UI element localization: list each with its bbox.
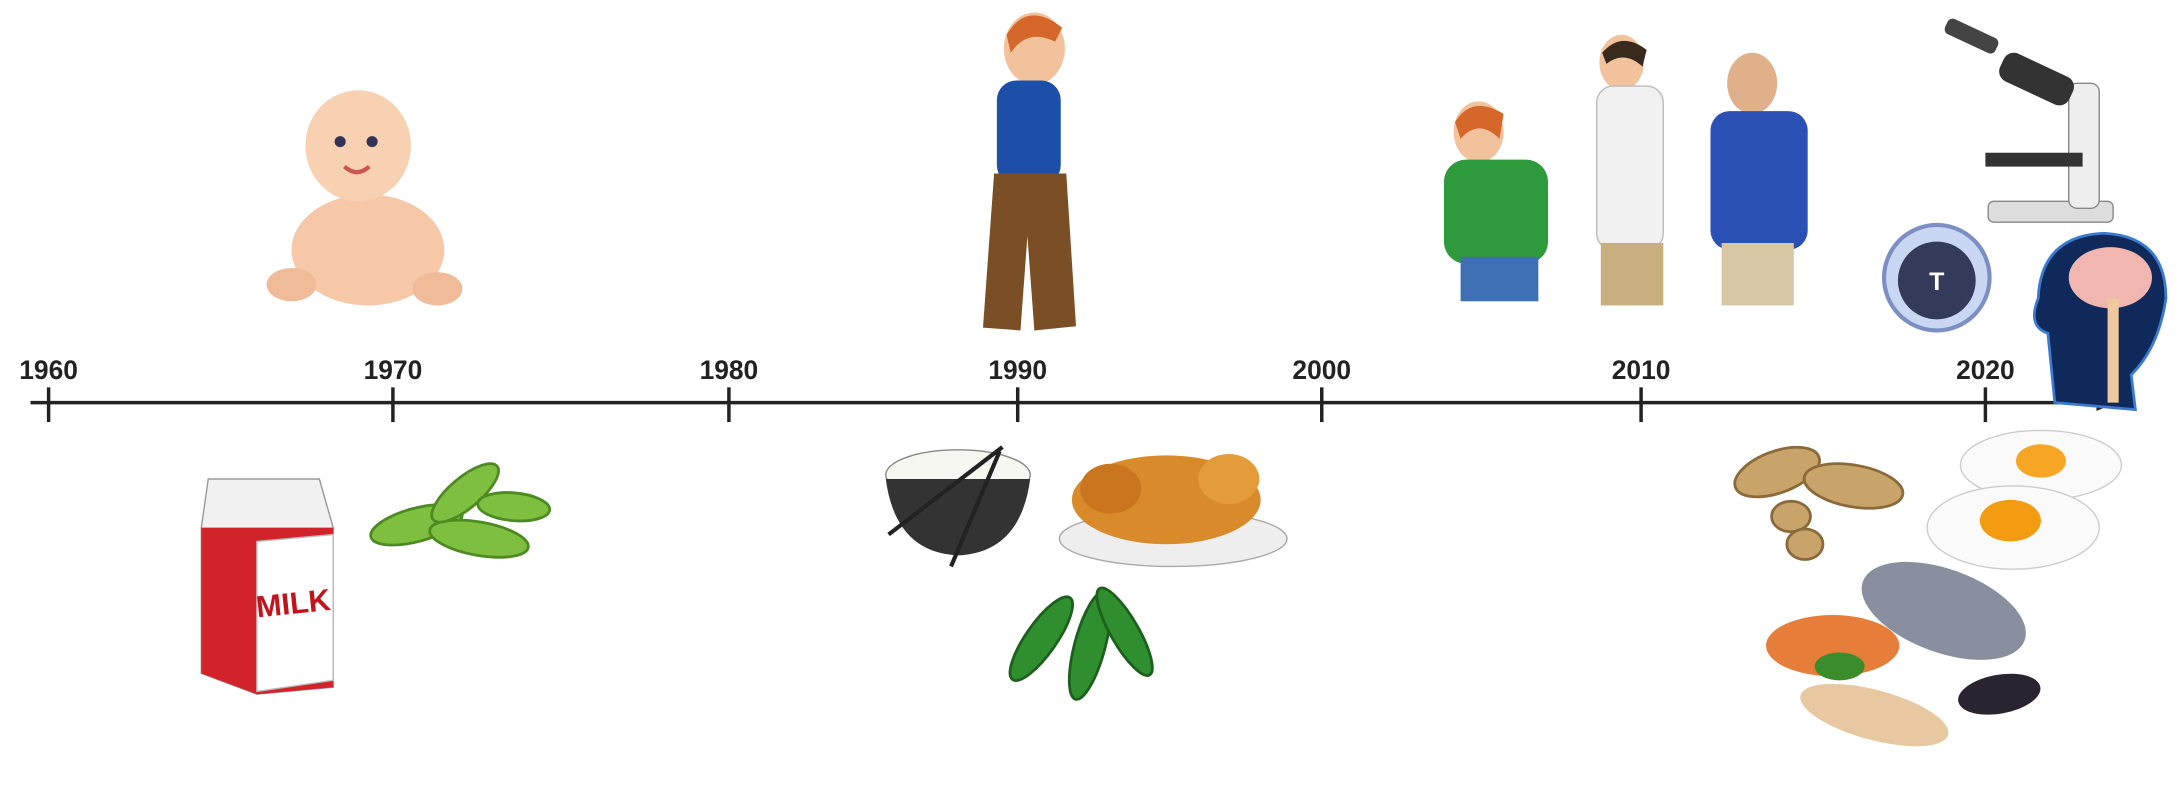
- seafood: [1766, 561, 2041, 747]
- tick-label: 1960: [19, 355, 78, 385]
- tick-label: 1990: [988, 355, 1047, 385]
- senior-illustration: [1710, 52, 1808, 306]
- microscope: [1944, 18, 2114, 223]
- tick-label: 1970: [364, 355, 423, 385]
- milk-carton: MILK: [200, 478, 334, 695]
- tick-label: 2000: [1292, 355, 1351, 385]
- t-cell: T: [1881, 222, 1992, 333]
- t-cell-label: T: [1929, 268, 1944, 296]
- baby-illustration: [266, 90, 463, 306]
- milk-label: MILK: [254, 583, 332, 625]
- child-illustration: [982, 12, 1077, 331]
- edamame: [369, 462, 552, 559]
- brain-head: [2032, 231, 2168, 412]
- roast-turkey: [1058, 454, 1288, 568]
- teen-illustration: [1443, 101, 1549, 302]
- tick-label: 1980: [700, 355, 759, 385]
- ticks: 1960 1970 1980 1990 2000 2010 2020: [19, 355, 2015, 423]
- tick-label: 2020: [1956, 355, 2015, 385]
- green-peas: [1008, 586, 1154, 701]
- fried-eggs: [1926, 429, 2123, 570]
- adult-illustration: [1595, 34, 1664, 306]
- rice-bowl: [885, 445, 1031, 568]
- peanuts: [1733, 445, 1905, 561]
- tick-label: 2010: [1612, 355, 1671, 385]
